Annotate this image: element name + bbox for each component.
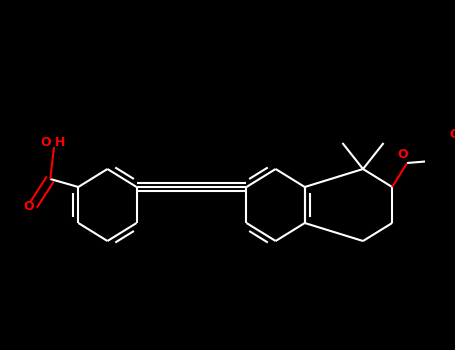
Text: O: O — [397, 148, 408, 161]
Text: O: O — [40, 135, 51, 148]
Text: H: H — [55, 135, 65, 148]
Text: O: O — [450, 128, 455, 141]
Text: O: O — [24, 201, 34, 214]
